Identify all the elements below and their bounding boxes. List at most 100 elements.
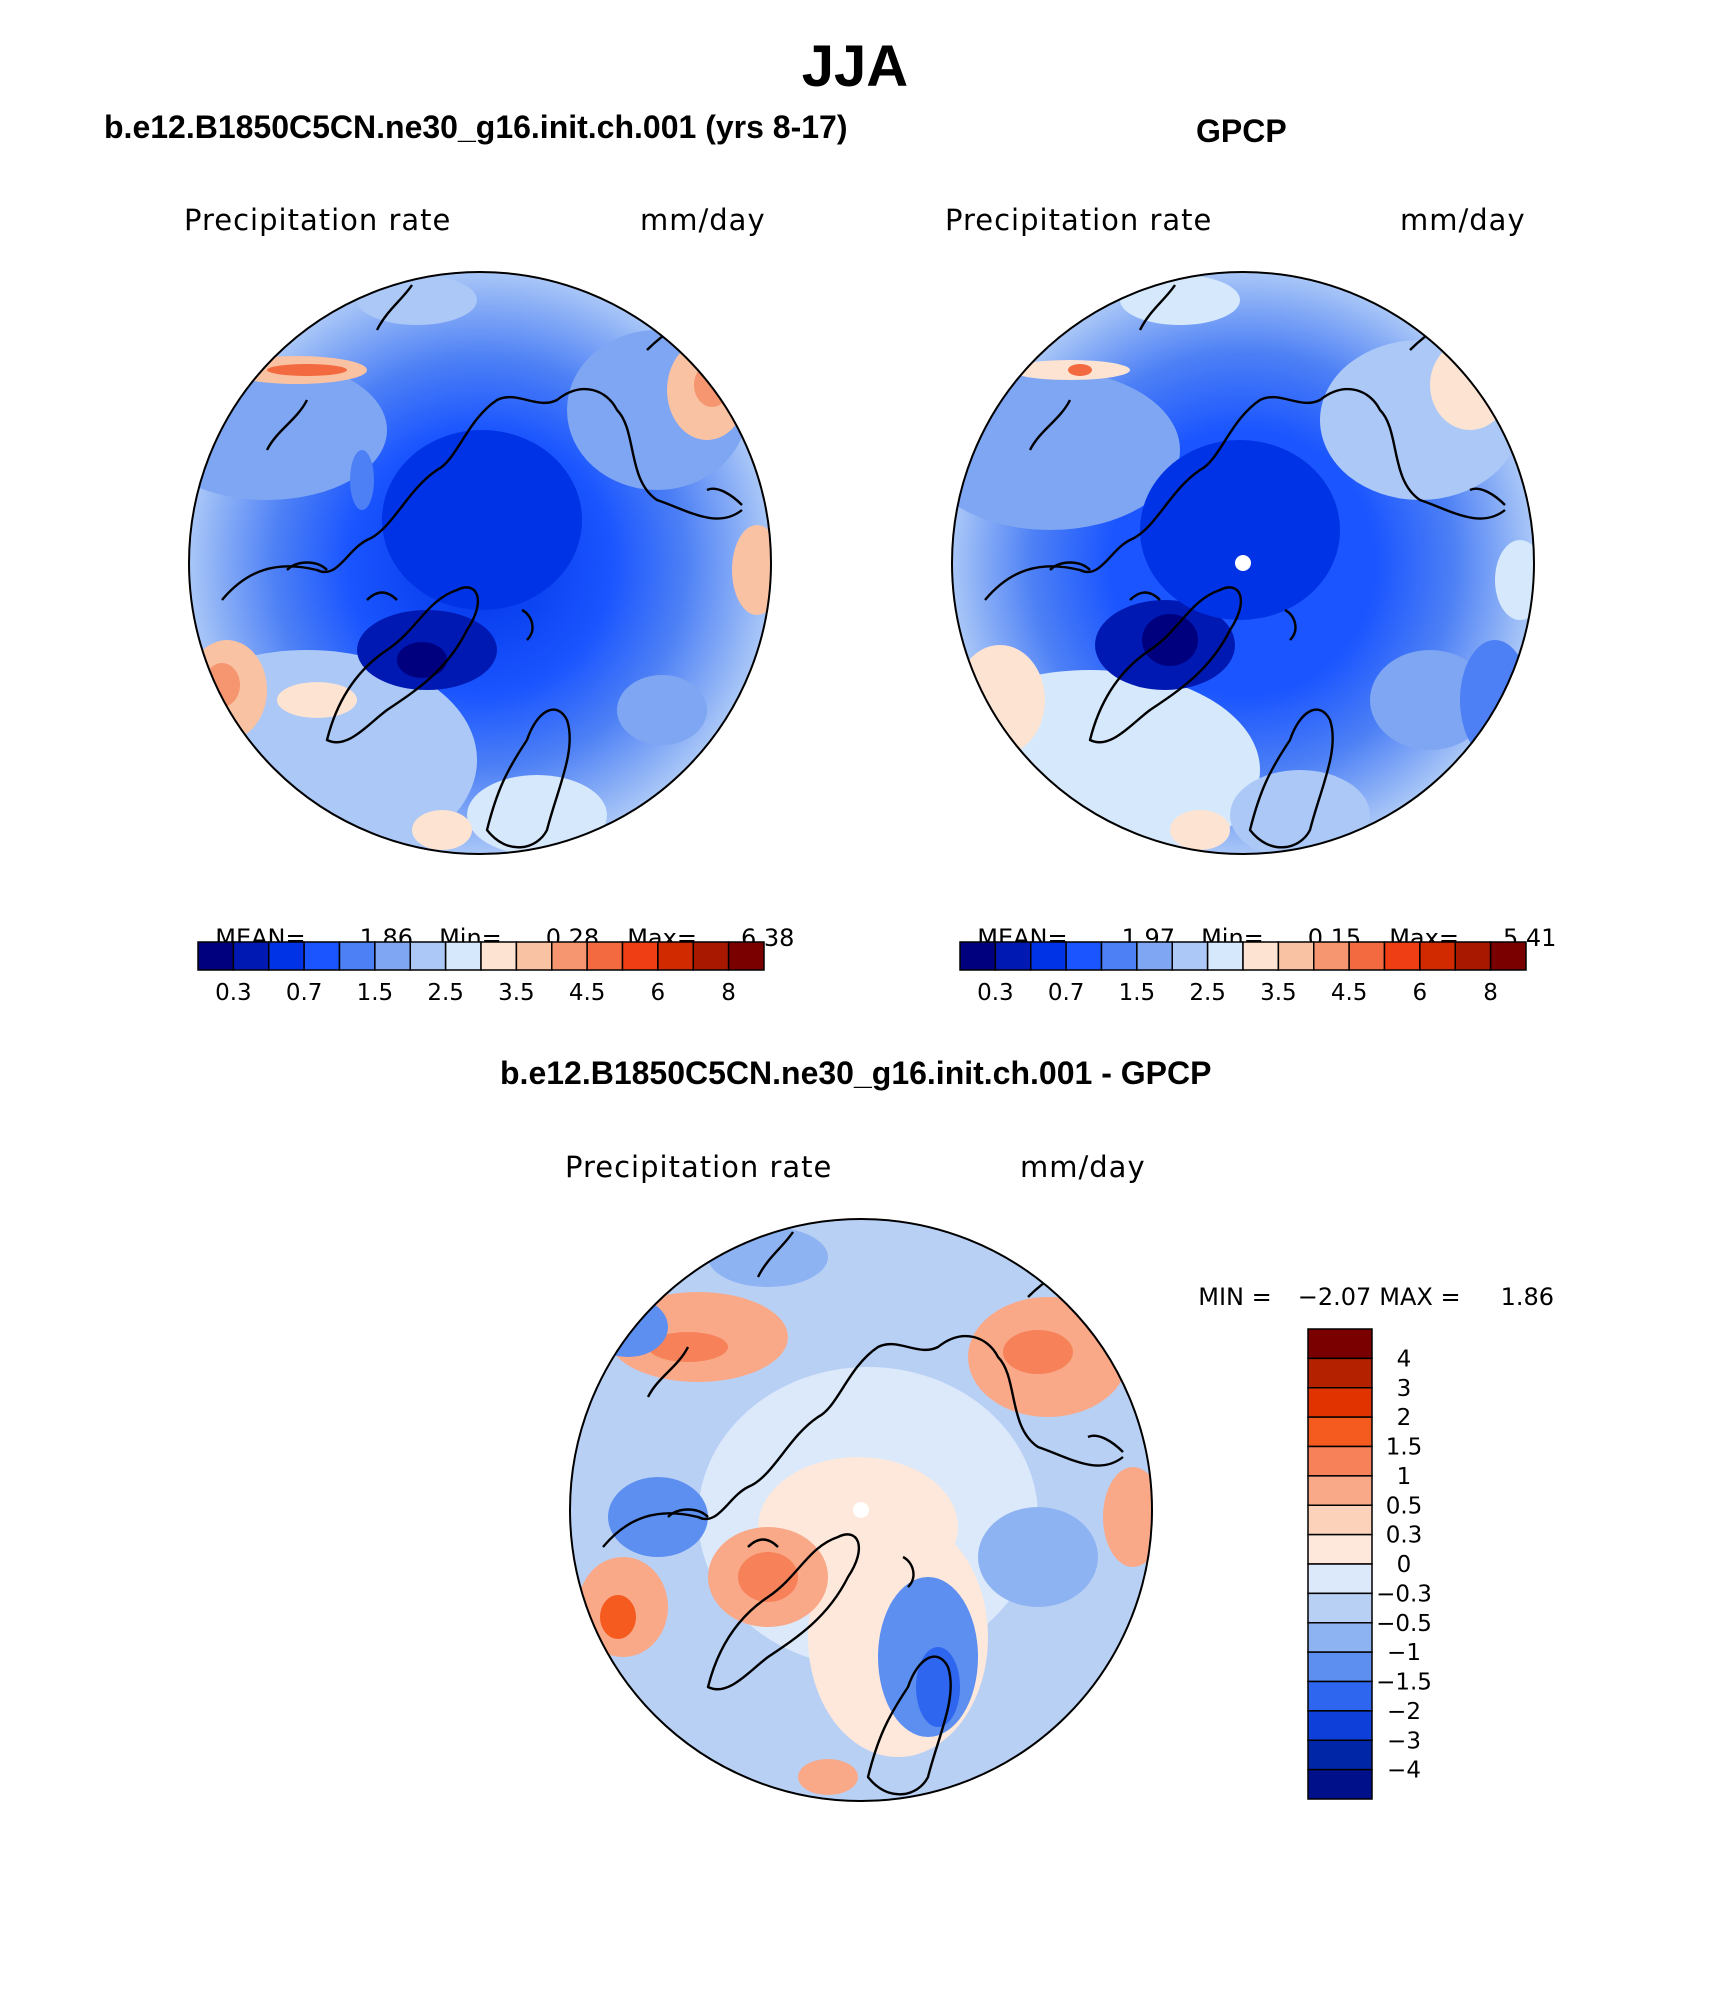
colorbar-tick-label: −1.5 xyxy=(1376,1670,1432,1696)
colorbar-tick-label: 2.5 xyxy=(427,980,464,1006)
colorbar-swatch xyxy=(1383,941,1421,971)
variable-label-diff: Precipitation rate xyxy=(565,1150,833,1184)
colorbar-swatch xyxy=(1313,941,1350,971)
colorbar-tick-label: 0 xyxy=(1397,1552,1412,1578)
colorbar-tick-label: −1 xyxy=(1387,1640,1421,1666)
colorbar-swatch xyxy=(197,941,235,971)
colorbar-tick-label: 0.3 xyxy=(977,980,1014,1006)
colorbar-tick-label: 1.5 xyxy=(1386,1435,1423,1461)
colorbar-swatch xyxy=(1307,1357,1373,1389)
panel-title-obs: GPCP xyxy=(1196,113,1287,149)
colorbar-swatch xyxy=(1307,1622,1373,1653)
colorbar-swatch xyxy=(1348,941,1386,971)
colorbar-swatch xyxy=(1489,941,1527,971)
colorbar-swatch xyxy=(1419,941,1456,971)
colorbar-tick-label: 2 xyxy=(1397,1405,1412,1431)
colorbar-swatch xyxy=(1030,941,1067,971)
colorbar-tick-label: −3 xyxy=(1387,1728,1421,1754)
colorbar-swatch xyxy=(480,941,518,971)
colorbar-tick-label: −4 xyxy=(1387,1758,1421,1784)
colorbar-obs: 0.3 0.7 1.5 2.5 3.5 4.5 6 8 xyxy=(959,941,1527,1006)
colorbar-swatch xyxy=(1307,1328,1373,1360)
colorbar-swatch xyxy=(1307,1563,1373,1595)
colorbar-swatch xyxy=(232,941,270,971)
colorbar-tick-label: 4.5 xyxy=(1331,980,1368,1006)
stats-diff: MIN = −2.07 MAX = 1.86 xyxy=(1183,1255,1554,1311)
colorbar-swatch xyxy=(586,941,624,971)
colorbar-swatch xyxy=(1065,941,1103,971)
colorbar-swatch xyxy=(1307,1445,1373,1477)
colorbar-tick-label: 6 xyxy=(1413,980,1428,1006)
panel-title-model: b.e12.B1850C5CN.ne30_g16.init.ch.001 (yr… xyxy=(104,109,848,145)
colorbar-swatch xyxy=(1307,1651,1373,1683)
colorbar-tick-label: 0.7 xyxy=(286,980,323,1006)
colorbar-tick-label: 3.5 xyxy=(1260,980,1297,1006)
colorbar-tick-label: 1.5 xyxy=(357,980,394,1006)
colorbar-swatch xyxy=(409,941,447,971)
colorbar-tick-label: 0.3 xyxy=(1386,1523,1423,1549)
colorbar-tick-label: 6 xyxy=(651,980,666,1006)
colorbar-swatch xyxy=(1171,941,1209,971)
colorbar-swatch xyxy=(1307,1680,1373,1712)
colorbar-swatch xyxy=(1307,1387,1373,1418)
polar-map-obs xyxy=(951,271,1535,855)
max-label: MAX = xyxy=(1379,1283,1461,1311)
colorbar-tick-label: −2 xyxy=(1387,1699,1421,1725)
polar-map-model xyxy=(188,271,772,855)
colorbar-diff: 4 3 2 1.5 1 0.5 0.3 0 −0.3 −0.5 −1 −1.5 −2 −3 −4 xyxy=(1307,1328,1432,1800)
colorbar-swatch xyxy=(1307,1710,1373,1741)
colorbar-swatch xyxy=(1307,1416,1373,1448)
colorbar-swatch xyxy=(657,941,694,971)
colorbar-swatch xyxy=(1242,941,1280,971)
colorbar-swatch xyxy=(621,941,659,971)
colorbar-swatch xyxy=(1307,1533,1373,1565)
colorbar-swatch xyxy=(959,941,997,971)
colorbar-swatch xyxy=(1277,941,1315,971)
colorbar-swatch xyxy=(1454,941,1492,971)
variable-label-model: Precipitation rate xyxy=(184,203,452,237)
colorbar-swatch xyxy=(374,941,411,971)
colorbar-tick-label: 1 xyxy=(1397,1464,1412,1490)
colorbar-swatch xyxy=(1307,1768,1373,1800)
colorbar-tick-label: 2.5 xyxy=(1189,980,1226,1006)
colorbar-tick-label: 4 xyxy=(1397,1346,1412,1372)
colorbar-tick-label: 0.7 xyxy=(1048,980,1085,1006)
min-label: MIN = xyxy=(1198,1283,1272,1311)
colorbar-tick-label: 1.5 xyxy=(1119,980,1156,1006)
figure-title: JJA xyxy=(801,34,909,99)
colorbar-swatch xyxy=(994,941,1032,971)
variable-label-obs: Precipitation rate xyxy=(945,203,1213,237)
colorbar-swatch xyxy=(1206,941,1244,971)
max-value: 1.86 xyxy=(1500,1283,1555,1311)
colorbar-tick-label: 0.3 xyxy=(215,980,252,1006)
panel-title-diff: b.e12.B1850C5CN.ne30_g16.init.ch.001 - G… xyxy=(500,1055,1212,1091)
colorbar-swatch xyxy=(268,941,305,971)
colorbar-tick-label: 3 xyxy=(1397,1376,1412,1402)
colorbar-swatch xyxy=(515,941,553,971)
units-label-model: mm/day xyxy=(640,203,766,237)
colorbar-swatch xyxy=(1307,1592,1373,1624)
units-label-obs: mm/day xyxy=(1400,203,1526,237)
colorbar-swatch xyxy=(1100,941,1138,971)
colorbar-tick-label: 8 xyxy=(1483,980,1498,1006)
colorbar-swatch xyxy=(303,941,341,971)
colorbar-tick-label: 0.5 xyxy=(1386,1493,1423,1519)
colorbar-swatch xyxy=(444,941,482,971)
colorbar-swatch xyxy=(692,941,730,971)
colorbar-swatch xyxy=(1307,1739,1373,1771)
colorbar-model: 0.3 0.7 1.5 2.5 3.5 4.5 6 8 xyxy=(197,941,765,1006)
colorbar-swatch xyxy=(338,941,376,971)
colorbar-tick-label: 4.5 xyxy=(569,980,606,1006)
colorbar-tick-label: 3.5 xyxy=(498,980,535,1006)
min-value: −2.07 xyxy=(1297,1283,1372,1311)
units-label-diff: mm/day xyxy=(1020,1150,1146,1184)
colorbar-swatch xyxy=(551,941,588,971)
colorbar-swatch xyxy=(1307,1475,1373,1506)
polar-map-diff xyxy=(569,1218,1153,1802)
colorbar-swatch xyxy=(727,941,765,971)
colorbar-swatch xyxy=(1136,941,1173,971)
colorbar-tick-label: −0.5 xyxy=(1376,1611,1432,1637)
colorbar-tick-label: 8 xyxy=(721,980,736,1006)
colorbar-tick-label: −0.3 xyxy=(1376,1581,1432,1607)
colorbar-swatch xyxy=(1307,1504,1373,1536)
